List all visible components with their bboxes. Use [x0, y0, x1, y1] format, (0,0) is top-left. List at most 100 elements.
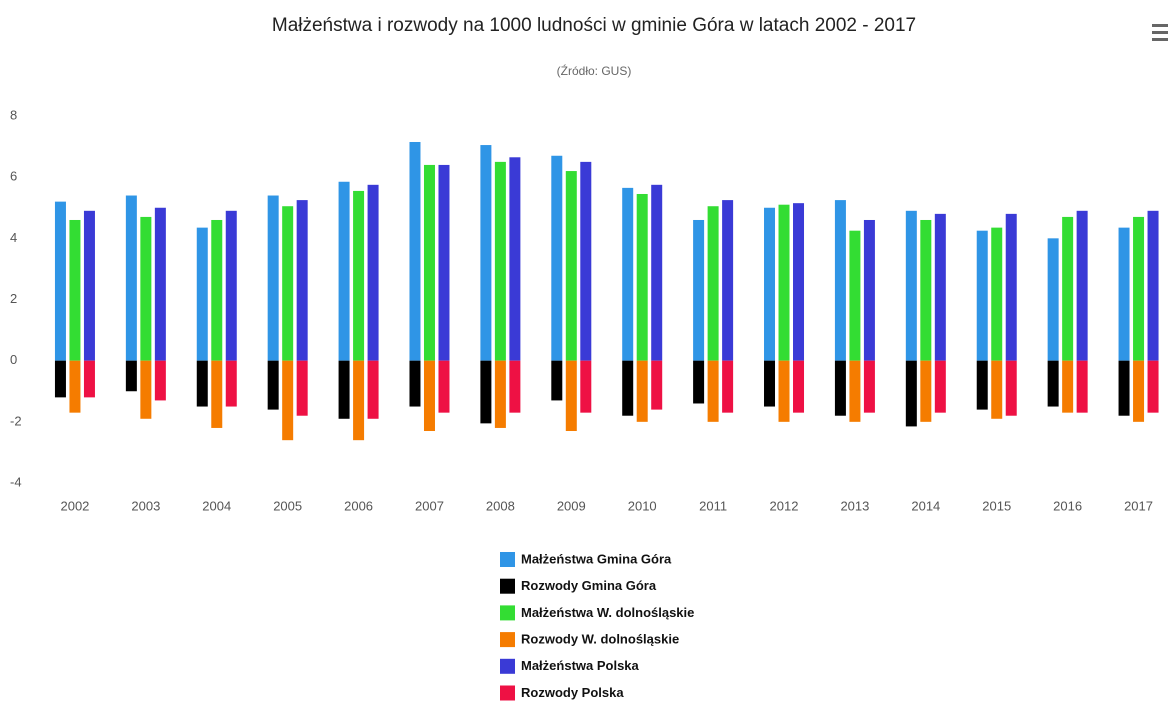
bar: [764, 207, 776, 361]
bar: [976, 230, 988, 361]
bar: [1047, 360, 1059, 407]
y-tick-label: 4: [10, 230, 17, 245]
bar: [651, 184, 663, 361]
x-tick-label: 2011: [699, 498, 727, 513]
bar: [934, 360, 946, 413]
x-tick-label: 2003: [131, 498, 160, 513]
x-tick-label: 2012: [770, 498, 799, 513]
bar: [693, 219, 705, 361]
legend-swatch: [500, 658, 515, 674]
y-tick-label: -4: [10, 474, 22, 489]
bar: [1076, 210, 1088, 361]
bar: [69, 219, 81, 361]
x-tick-label: 2016: [1053, 498, 1082, 513]
x-tick-label: 2008: [486, 498, 515, 513]
x-tick-label: 2006: [344, 498, 373, 513]
bar: [920, 219, 932, 361]
bar: [509, 157, 521, 361]
bar: [1005, 360, 1017, 416]
bar: [764, 360, 776, 407]
y-tick-label: 8: [10, 107, 17, 122]
bar: [849, 230, 861, 361]
menu-bar: [1152, 24, 1168, 27]
legend-label: Rozwody Polska: [521, 685, 624, 700]
bar: [976, 360, 988, 410]
bar: [154, 207, 166, 361]
bar: [423, 360, 435, 432]
bar: [1062, 360, 1074, 413]
y-tick-label: 0: [10, 352, 17, 367]
bar: [707, 206, 719, 361]
bar: [565, 360, 577, 432]
bar: [1118, 227, 1130, 361]
x-tick-label: 2013: [840, 498, 869, 513]
bar: [849, 360, 861, 422]
bar: [282, 360, 294, 441]
legend-swatch: [500, 685, 515, 701]
x-tick-label: 2005: [273, 498, 302, 513]
x-tick-label: 2010: [628, 498, 657, 513]
bar: [367, 184, 379, 361]
bar: [196, 360, 208, 407]
bar: [1147, 360, 1159, 413]
bar: [83, 210, 95, 361]
bar: [636, 360, 648, 422]
bar: [934, 213, 946, 361]
bar: [367, 360, 379, 419]
bar: [905, 210, 917, 361]
x-tick-label: 2002: [60, 498, 89, 513]
x-tick-label: 2015: [982, 498, 1011, 513]
bar: [905, 360, 917, 427]
legend-label: Rozwody Gmina Góra: [521, 578, 657, 593]
bar: [636, 193, 648, 361]
menu-bar: [1152, 38, 1168, 41]
bar: [991, 360, 1003, 419]
bar: [296, 200, 308, 361]
bar: [565, 171, 577, 361]
bar: [54, 360, 66, 398]
legend-swatch: [500, 578, 515, 594]
bar: [154, 360, 166, 401]
legend-label: Rozwody W. dolnośląskie: [521, 632, 679, 647]
bar: [83, 360, 95, 398]
bar: [140, 216, 152, 361]
legend-label: Małżeństwa W. dolnośląskie: [521, 605, 694, 620]
bar: [211, 360, 223, 428]
y-tick-label: 6: [10, 169, 17, 184]
x-tick-label: 2017: [1124, 498, 1153, 513]
chart-title: Małżeństwa i rozwody na 1000 ludności w …: [272, 15, 916, 36]
bar: [125, 360, 137, 392]
bar: [793, 360, 805, 413]
bar: [438, 164, 450, 361]
bar: [707, 360, 719, 422]
bar: [480, 360, 492, 424]
bar: [480, 145, 492, 361]
bar: [140, 360, 152, 419]
bar: [834, 200, 846, 361]
bar: [1005, 213, 1017, 361]
bar: [991, 227, 1003, 361]
x-tick-label: 2004: [202, 498, 231, 513]
legend-label: Małżeństwa Gmina Góra: [521, 551, 672, 566]
chart-subtitle: (Źródło: GUS): [557, 63, 632, 78]
x-tick-label: 2009: [557, 498, 586, 513]
legend-swatch: [500, 552, 515, 567]
legend-swatch: [500, 632, 515, 648]
bar: [267, 360, 279, 410]
bar: [409, 141, 421, 361]
bar: [778, 204, 790, 361]
menu-button[interactable]: [1152, 24, 1168, 41]
bar: [494, 161, 506, 361]
menu-bar: [1152, 31, 1168, 34]
bar: [778, 360, 790, 422]
bar: [551, 360, 563, 401]
bar: [863, 219, 875, 361]
bar: [125, 195, 137, 361]
bar: [423, 164, 435, 361]
bar: [69, 360, 81, 413]
x-tick-label: 2014: [911, 498, 940, 513]
bar: [722, 200, 734, 361]
bar: [353, 360, 365, 441]
legend-label: Małżeństwa Polska: [521, 658, 640, 673]
bar: [353, 190, 365, 361]
